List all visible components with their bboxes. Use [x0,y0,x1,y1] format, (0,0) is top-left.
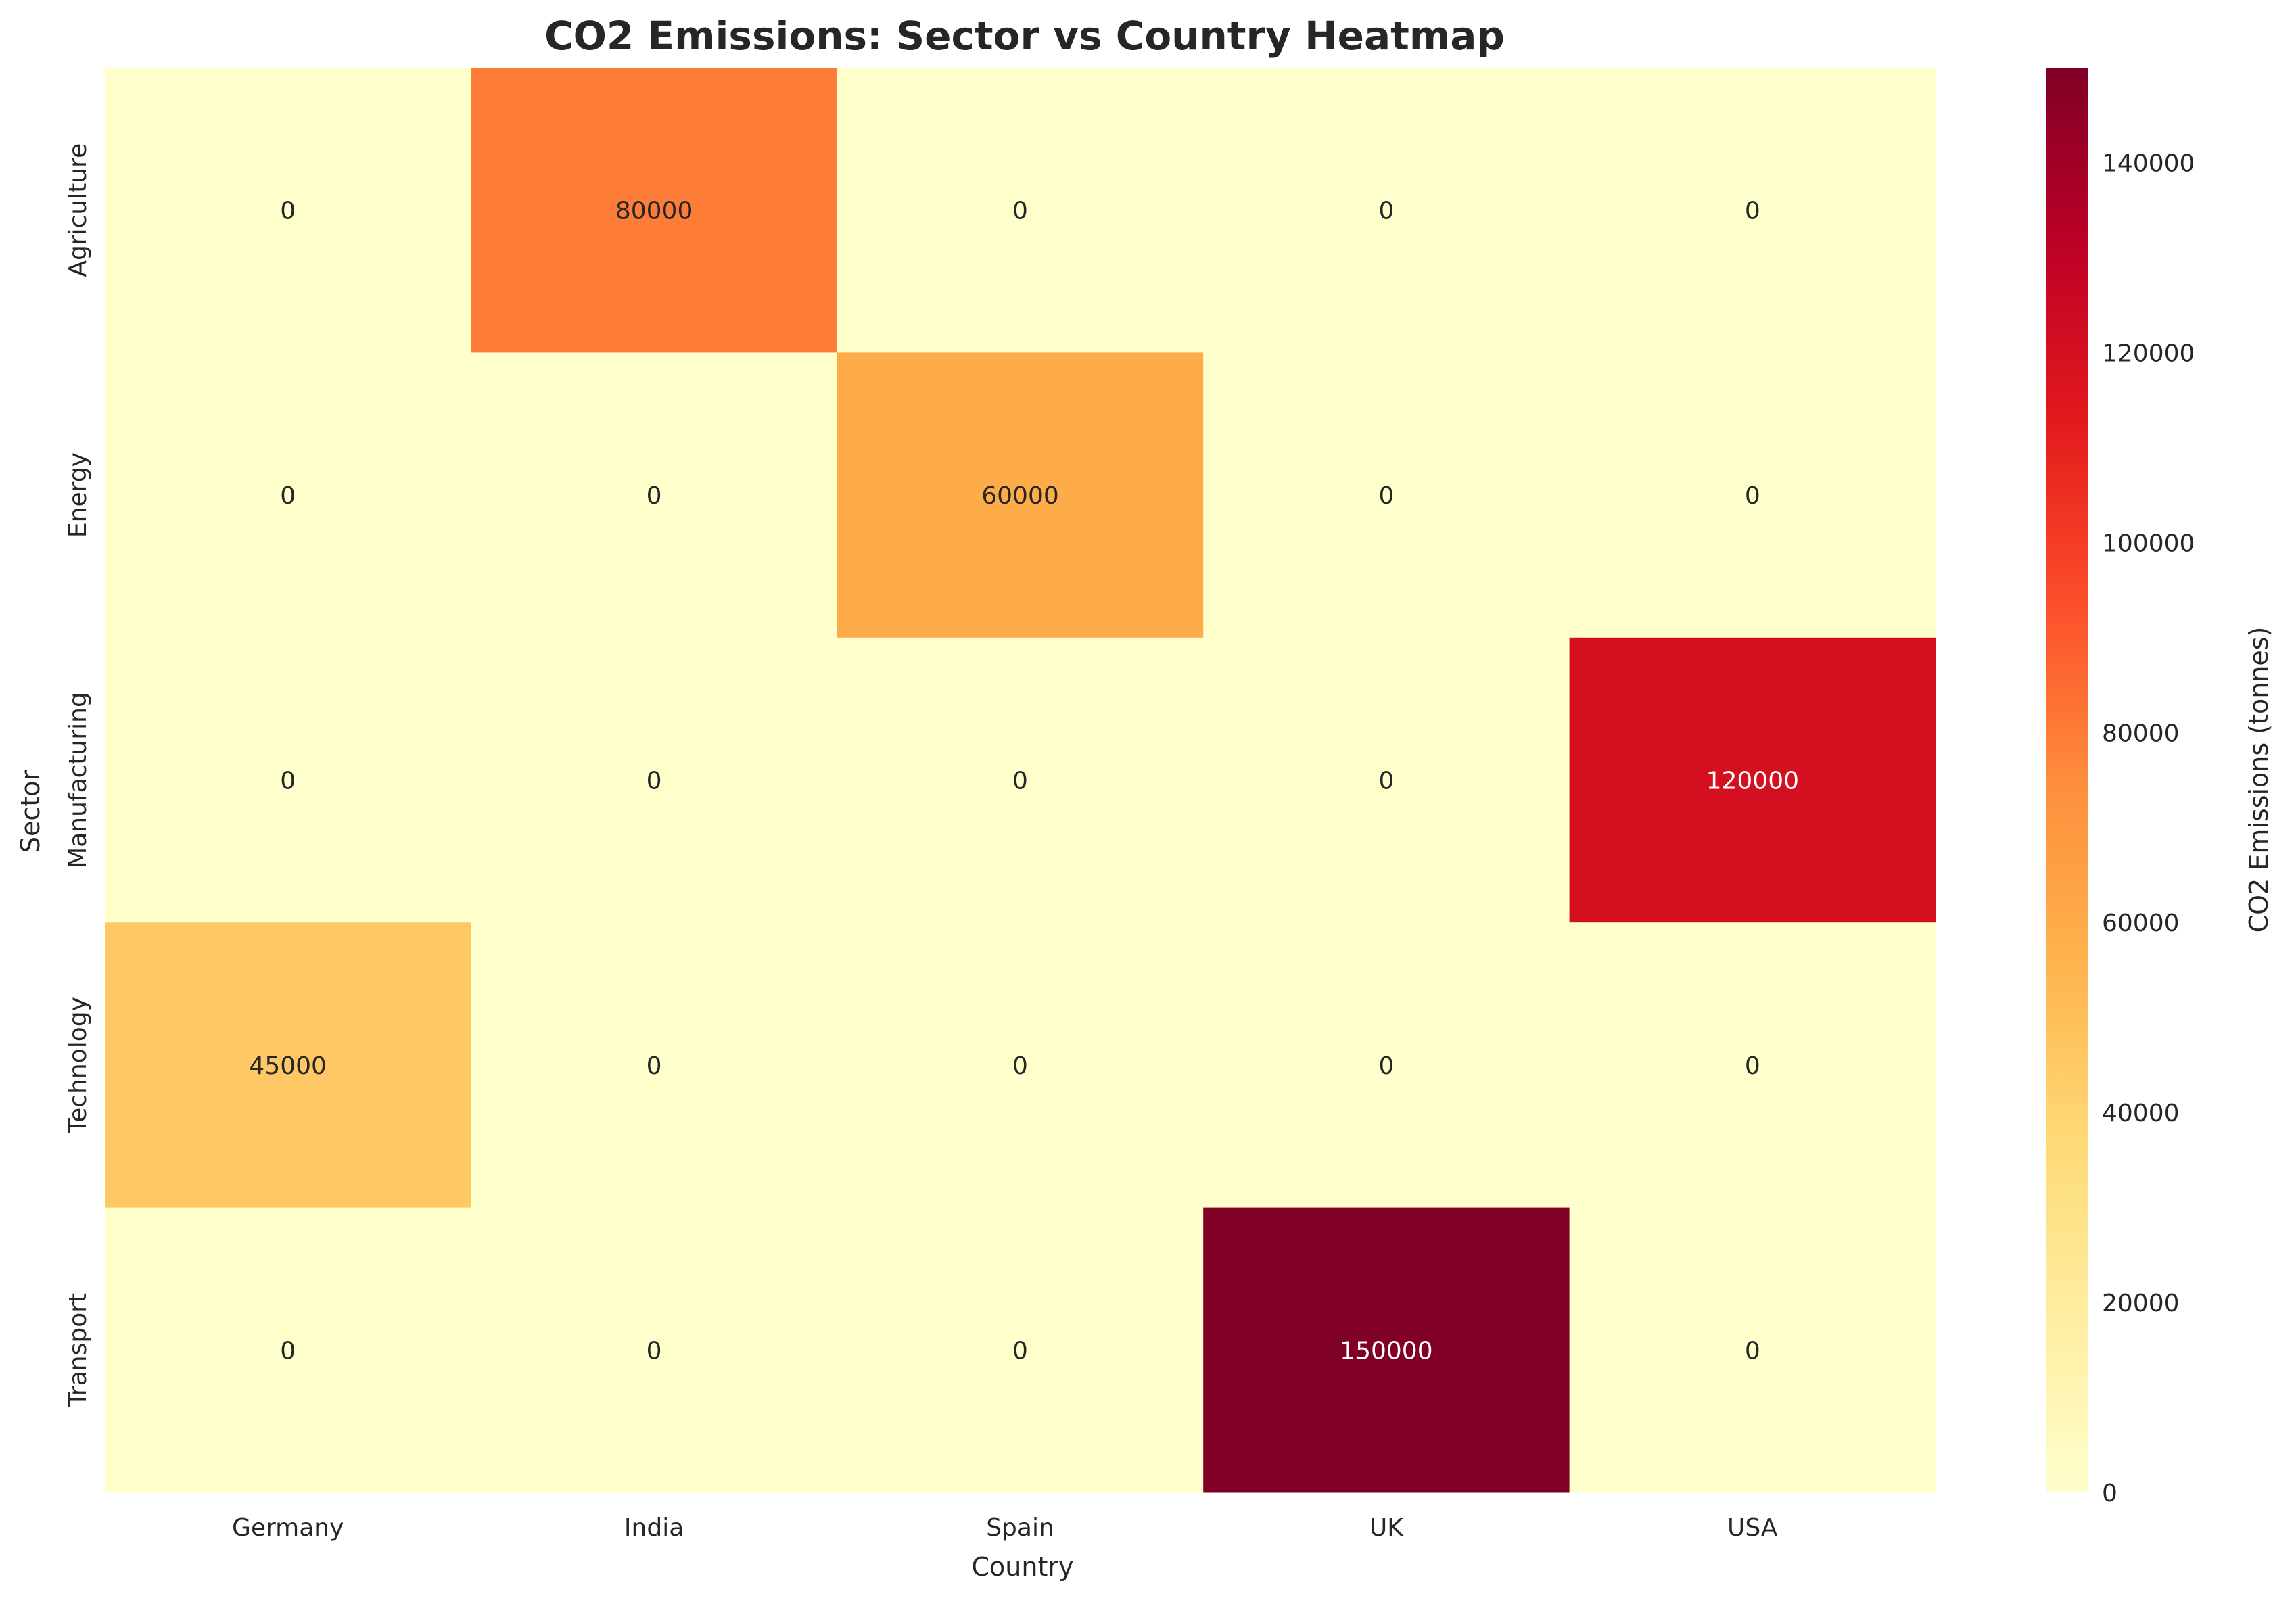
y-tick-label: Transport [64,1293,92,1408]
cell-value-label: 0 [647,768,662,795]
colorbar-tick-label: 140000 [2102,149,2195,177]
heatmap-cell [471,637,838,923]
heatmap-cell [1569,352,1936,638]
cell-value-label: 80000 [615,197,693,225]
heatmap-cell [471,68,838,353]
cell-value-label: 0 [280,1337,296,1365]
heatmap-cell [471,1207,838,1493]
cell-value-label: 0 [647,1052,662,1080]
heatmap-cell [1203,922,1570,1208]
colorbar-tick-label: 40000 [2102,1100,2180,1127]
cell-value-label: 0 [1745,482,1760,510]
colorbar-tick-label: 120000 [2102,339,2195,367]
heatmap-cell [105,68,471,353]
cell-value-label: 45000 [249,1052,327,1080]
heatmap-cell-labels: 0 80000 0 0 0 0 0 60000 0 0 0 0 0 0 120000 45000 0 0 0 0 0 0 0… [249,197,1799,1365]
cell-value-label: 0 [1378,768,1394,795]
x-tick-label: UK [1369,1514,1404,1542]
cell-value-label: 0 [280,197,296,225]
y-tick-label: Agriculture [64,143,92,277]
cell-value-label: 0 [647,1337,662,1365]
cell-value-label: 0 [1745,1052,1760,1080]
colorbar-tick-label: 80000 [2102,720,2180,747]
y-axis-ticks: Agriculture Energy Manufacturing Technology… [64,143,92,1408]
cell-value-label: 0 [1012,768,1028,795]
cell-value-label: 150000 [1340,1337,1432,1365]
chart-title: CO2 Emissions: Sector vs Country Heatmap [544,13,1505,59]
heatmap-cell [105,352,471,638]
colorbar-tick-label: 0 [2102,1480,2117,1507]
cell-value-label: 0 [1012,1337,1028,1365]
colorbar-label: CO2 Emissions (tonnes) [2244,627,2274,933]
y-tick-label: Manufacturing [64,692,92,868]
heatmap-cell [1203,68,1570,353]
colorbar-tick-label: 20000 [2102,1290,2180,1317]
x-tick-label: Germany [232,1514,344,1542]
cell-value-label: 0 [1745,197,1760,225]
heatmap-cell [1569,922,1936,1208]
heatmap-cell [1203,1207,1570,1493]
heatmap-cell [837,922,1204,1208]
heatmap-cell [837,637,1204,923]
cell-value-label: 0 [280,482,296,510]
heatmap-cell [1569,1207,1936,1493]
cell-value-label: 0 [1012,1052,1028,1080]
y-tick-label: Energy [64,452,92,538]
heatmap-cell [837,1207,1204,1493]
colorbar-ticks: 0 20000 40000 60000 80000 100000 120000 140000 [2102,149,2195,1507]
heatmap-cells [105,68,1936,1493]
cell-value-label: 0 [1745,1337,1760,1365]
cell-value-label: 0 [1378,1052,1394,1080]
x-axis-ticks: Germany India Spain UK USA [232,1514,1778,1542]
x-axis-label: Country [972,1552,1074,1582]
colorbar-tick-label: 100000 [2102,529,2195,557]
cell-value-label: 0 [280,768,296,795]
heatmap-cell [105,1207,471,1493]
heatmap-cell [105,637,471,923]
cell-value-label: 0 [647,482,662,510]
colorbar-tick-label: 60000 [2102,910,2180,937]
heatmap-cell [1203,352,1570,638]
heatmap-cell [471,352,838,638]
cell-value-label: 120000 [1706,768,1799,795]
heatmap-cell [105,922,471,1208]
x-tick-label: USA [1727,1514,1778,1542]
cell-value-label: 0 [1012,197,1028,225]
y-tick-label: Technology [64,997,92,1134]
cell-value-label: 0 [1378,197,1394,225]
heatmap-cell [837,352,1204,638]
heatmap-cell [1569,68,1936,353]
heatmap-cell [837,68,1204,353]
y-axis-label: Sector [16,770,45,853]
cell-value-label: 60000 [981,482,1059,510]
heatmap-cell [471,922,838,1208]
heatmap-cell [1569,637,1936,923]
x-tick-label: Spain [986,1514,1054,1542]
cell-value-label: 0 [1378,482,1394,510]
x-tick-label: India [624,1514,684,1542]
colorbar [2046,68,2088,1492]
heatmap-cell [1203,637,1570,923]
